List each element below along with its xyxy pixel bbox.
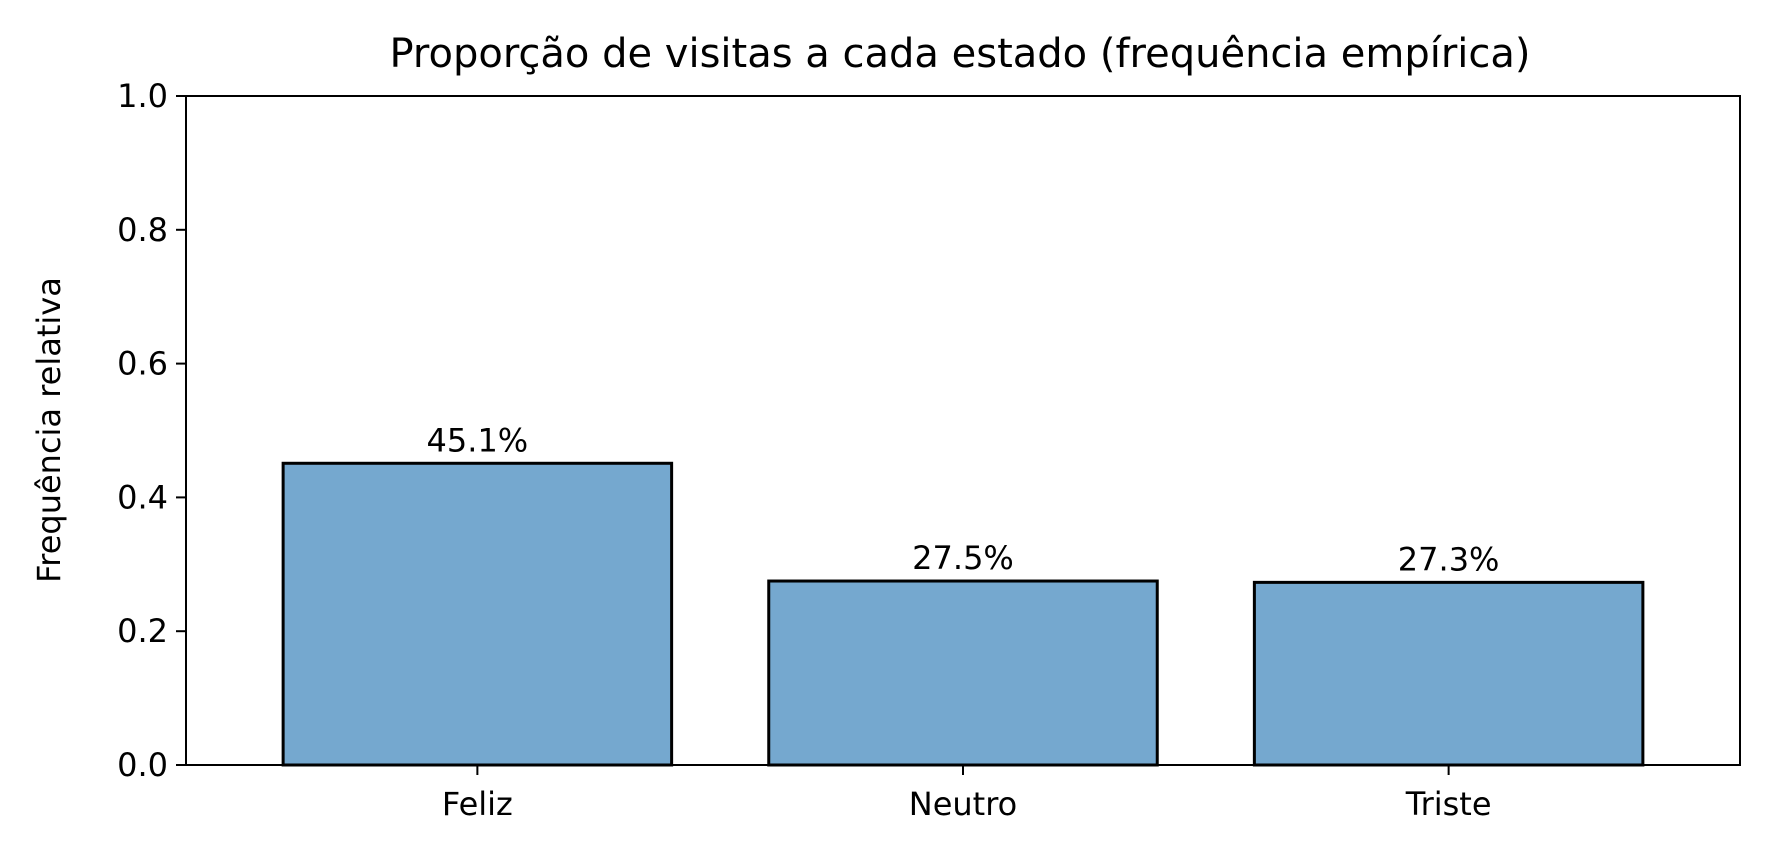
data-label-feliz: 45.1% (427, 421, 529, 459)
y-tick-label-5: 1.0 (117, 77, 168, 115)
plot-area: 45.1% Feliz 27.5% Neutro 27.3% Triste 0.0 0.2 0.… (117, 77, 1741, 823)
plot-frame (185, 95, 1741, 766)
bar-feliz (281, 461, 674, 767)
x-tick-label-neutro: Neutro (909, 785, 1017, 823)
x-tick-label-triste: Triste (1405, 785, 1492, 823)
y-tick-label-1: 0.2 (117, 612, 168, 650)
data-label-neutro: 27.5% (912, 539, 1014, 577)
x-tick-label-feliz: Feliz (442, 785, 513, 823)
bar-neutro (767, 579, 1159, 767)
chart-title: Proporção de visitas a cada estado (freq… (390, 31, 1531, 77)
y-tick-label-2: 0.4 (117, 478, 168, 516)
y-tick-label-3: 0.6 (117, 345, 168, 383)
y-tick-label-0: 0.0 (117, 746, 168, 784)
y-tick-label-4: 0.8 (117, 211, 168, 249)
bar-triste (1252, 580, 1645, 767)
data-label-triste: 27.3% (1398, 540, 1500, 578)
y-axis-label: Frequência relativa (30, 277, 68, 583)
